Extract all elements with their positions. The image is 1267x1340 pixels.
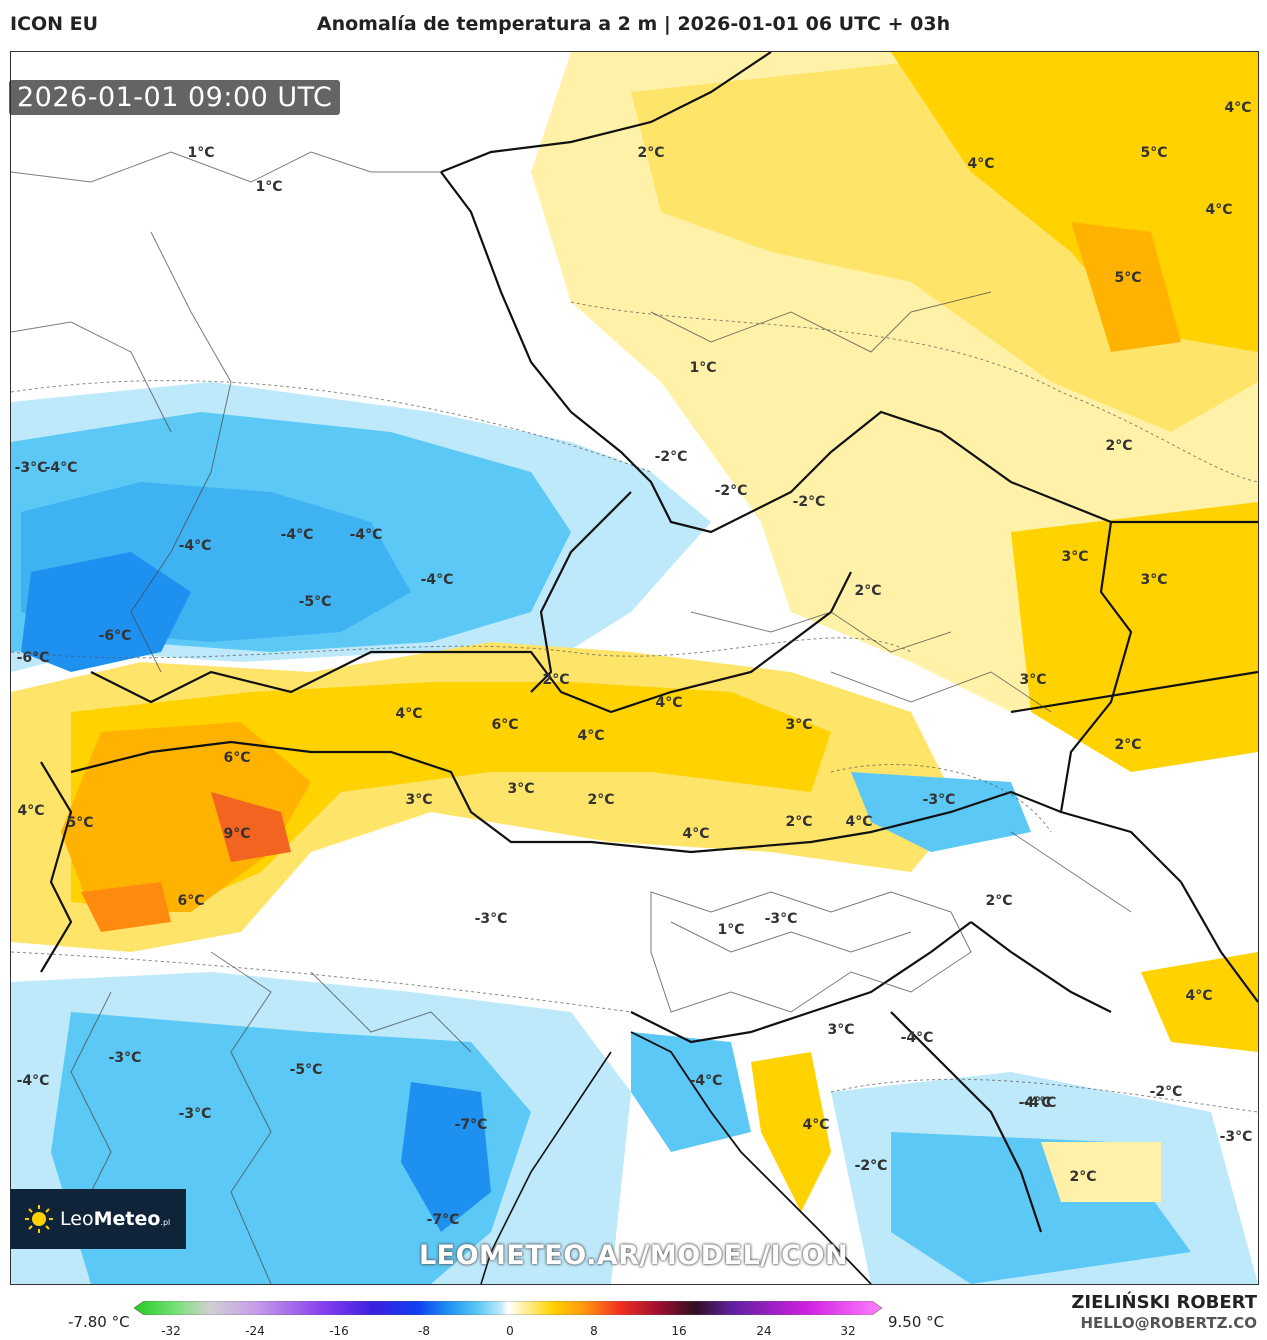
map-label: -6°C <box>98 628 132 644</box>
map-label: 2°C <box>985 893 1013 909</box>
map-label: -4°C <box>178 538 212 554</box>
map-label: -3°C <box>1219 1129 1253 1145</box>
map-label: 4°C <box>395 706 423 722</box>
map-label: -3°C <box>108 1050 142 1066</box>
logo-wordmark: LeoMeteo.pl <box>60 1208 171 1230</box>
map-label: -3°C <box>178 1106 212 1122</box>
colorbar-tick: -24 <box>245 1324 265 1338</box>
colorbar-tick: 16 <box>671 1324 687 1338</box>
map-label: -3°C <box>764 911 798 927</box>
map-label: 4°C <box>1205 202 1233 218</box>
colorbar-tick: -16 <box>329 1324 349 1338</box>
map-label: -7°C <box>454 1117 488 1133</box>
colorbar-tick: -32 <box>161 1324 181 1338</box>
map-label: -3°C <box>922 792 956 808</box>
map-label: 6°C <box>491 717 519 733</box>
map-label: 6°C <box>223 750 251 766</box>
colorbar-tick: -8 <box>418 1324 430 1338</box>
map-label: -2°C <box>654 449 688 465</box>
map-label: 3°C <box>827 1022 855 1038</box>
map-label: -5°C <box>289 1062 323 1078</box>
map-label: -2°C <box>854 1158 888 1174</box>
map-label: 2°C <box>637 145 665 161</box>
colorbar <box>134 1301 882 1315</box>
chart-title: Anomalía de temperatura a 2 m | 2026-01-… <box>316 13 951 35</box>
map-canvas <box>11 52 1258 1284</box>
map-label: 3°C <box>1019 672 1047 688</box>
map-label: 2°C <box>854 583 882 599</box>
map-label: 2°C <box>1105 438 1133 454</box>
map-label: 4°C <box>655 695 683 711</box>
colorbar-tick: 0 <box>506 1324 514 1338</box>
map-label: 4°C <box>967 156 995 172</box>
map-label: -4°C <box>349 527 383 543</box>
map-label: -4°C <box>420 572 454 588</box>
map-label: -3°C <box>14 460 48 476</box>
valid-time-badge: 2026-01-01 09:00 UTC <box>9 80 341 115</box>
map-label: -3°C <box>474 911 508 927</box>
map-label: 2°C <box>587 792 615 808</box>
map-label: -2°C <box>1149 1084 1183 1100</box>
map-label: -4°C <box>1023 1095 1057 1111</box>
map-label: -4°C <box>280 527 314 543</box>
map-label: 1°C <box>717 922 745 938</box>
map-label: 4°C <box>1185 988 1213 1004</box>
map-label: -7°C <box>426 1212 460 1228</box>
map-label: -2°C <box>792 494 826 510</box>
map-label: -2°C <box>714 483 748 499</box>
map-label: 2°C <box>1069 1169 1097 1185</box>
map-label: -4°C <box>1018 1095 1052 1111</box>
map-label: 6°C <box>177 893 205 909</box>
map-label: -4°C <box>689 1073 723 1089</box>
map-label: -2°C <box>854 1158 888 1174</box>
colorbar-min-label: -7.80 °C <box>68 1313 130 1331</box>
map-label: 2°C <box>1114 737 1142 753</box>
map-label: 3°C <box>405 792 433 808</box>
map-label: 2°C <box>785 814 813 830</box>
map-label: 4°C <box>802 1117 830 1133</box>
map-label: 4°C <box>577 728 605 744</box>
map-label: 1°C <box>255 179 283 195</box>
map-label: 2°C <box>542 672 570 688</box>
map-label: 4°C <box>17 803 45 819</box>
map-label: -4°C <box>900 1030 934 1046</box>
leometeo-logo: LeoMeteo.pl <box>10 1189 186 1249</box>
map-label: 5°C <box>1114 270 1142 286</box>
temperature-anomaly-map: 1°C 1°C 2°C 4°C 5°C 4°C 4°C 5°C 1°C 2°C … <box>10 51 1259 1285</box>
map-label: -5°C <box>298 594 332 610</box>
map-label: 4°C <box>1224 100 1252 116</box>
author-name: ZIELIŃSKI ROBERT <box>1071 1292 1257 1313</box>
colorbar-tick: 8 <box>590 1324 598 1338</box>
map-label: 4°C <box>845 814 873 830</box>
map-label: 3°C <box>1140 572 1168 588</box>
colorbar-max-label: 9.50 °C <box>888 1313 945 1331</box>
model-name: ICON EU <box>10 13 99 35</box>
map-label: 9°C <box>223 826 251 842</box>
colorbar-ticks: -32 -24 -16 -8 0 8 16 24 32 <box>134 1324 882 1340</box>
map-label: 1°C <box>689 360 717 376</box>
map-label: -4°C <box>44 460 78 476</box>
map-label: 1°C <box>187 145 215 161</box>
colorbar-tick: 32 <box>840 1324 856 1338</box>
author-email: HELLO@ROBERTZ.CO <box>1080 1314 1257 1332</box>
colorbar-tick: 24 <box>756 1324 772 1338</box>
map-label: 5°C <box>66 815 94 831</box>
map-label: 3°C <box>785 717 813 733</box>
map-label: -6°C <box>16 650 50 666</box>
map-label: 3°C <box>1061 549 1089 565</box>
map-label: -4°C <box>16 1073 50 1089</box>
sun-icon <box>25 1205 53 1233</box>
map-label: 4°C <box>682 826 710 842</box>
model-url-watermark: LEOMETEO.AR/MODEL/ICON <box>418 1240 849 1271</box>
map-label: 3°C <box>507 781 535 797</box>
map-label: 5°C <box>1140 145 1168 161</box>
